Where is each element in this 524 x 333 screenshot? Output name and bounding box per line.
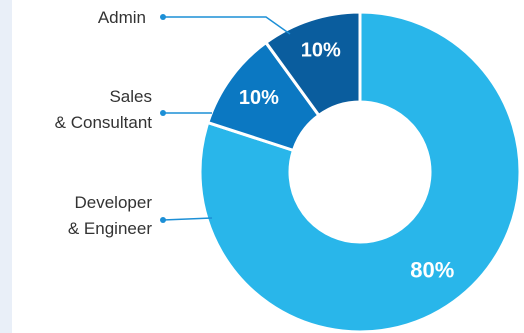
connectors-group — [160, 14, 291, 223]
legend-label-admin-line1: Admin — [97, 8, 146, 27]
connector-line-developer — [162, 217, 213, 221]
legend-label-sales: Sales & Consultant — [55, 84, 152, 136]
legend-label-sales-line1: Sales — [109, 87, 152, 106]
legend-label-sales-line2: & Consultant — [54, 113, 152, 132]
connector-dot-sales — [160, 110, 166, 116]
connector-dot-admin — [160, 14, 166, 20]
legend-label-admin: Admin — [98, 5, 146, 31]
value-label-developer: 80% — [410, 257, 454, 282]
value-labels-group: 80% 10% 10% — [239, 39, 454, 282]
legend-label-developer-line2: & Engineer — [67, 219, 152, 238]
legend-label-developer-line1: Developer — [74, 193, 153, 212]
value-label-admin: 10% — [301, 39, 341, 61]
background-band — [0, 0, 12, 333]
legend-label-developer: Developer & Engineer — [68, 190, 152, 242]
slices-group — [198, 10, 522, 333]
connector-line-admin — [163, 16, 291, 35]
slice-developer — [198, 10, 522, 333]
slice-admin — [263, 10, 362, 118]
value-label-sales: 10% — [239, 87, 279, 109]
connector-dot-developer — [160, 217, 166, 223]
